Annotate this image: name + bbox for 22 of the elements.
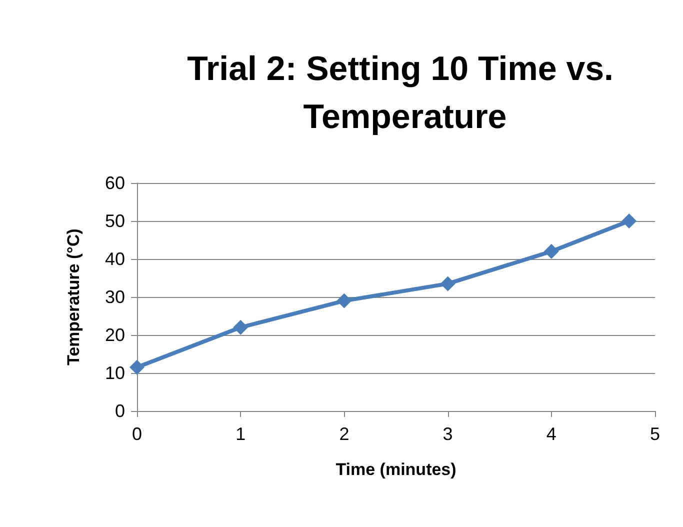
x-tick-label: 0 (132, 424, 142, 444)
point (233, 320, 248, 335)
point (336, 293, 352, 308)
point (440, 276, 456, 292)
point (544, 244, 559, 259)
x-tick-label: 5 (650, 424, 660, 444)
x-tick-label: 1 (236, 424, 246, 444)
y-tick-label: 30 (104, 287, 125, 307)
y-tick-label: 10 (104, 363, 125, 383)
chart-title: Trial 2: Setting 10 Time vs. Temperature (187, 50, 623, 136)
y-tick-label: 60 (104, 173, 125, 193)
point (622, 214, 637, 228)
x-tick-label: 4 (546, 424, 556, 444)
x-tick-label: 2 (339, 424, 350, 444)
y-axis-title: Temperature (°C) (64, 228, 83, 366)
y-tick-label: 0 (114, 401, 125, 421)
x-tick-label: 3 (442, 424, 453, 444)
y-tick-label: 50 (104, 211, 125, 231)
y-tick-label: 20 (104, 325, 125, 345)
y-tick-label: 40 (104, 249, 125, 269)
x-axis-title: Time (minutes) (336, 460, 456, 479)
point (130, 360, 144, 375)
